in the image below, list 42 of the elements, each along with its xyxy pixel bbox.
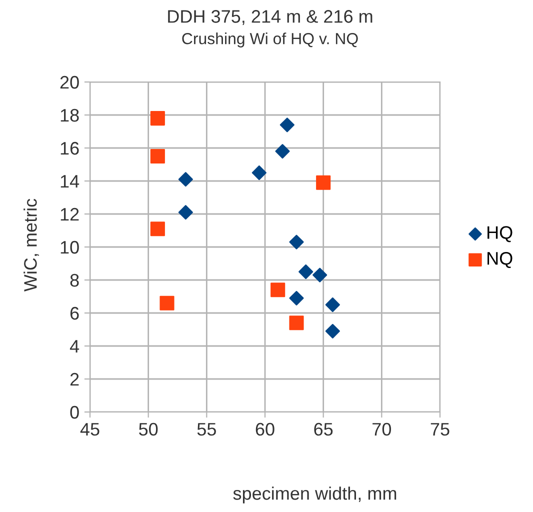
point — [289, 234, 304, 250]
y-tick-label: 18 — [60, 108, 79, 122]
x-tick-label: 45 — [80, 423, 100, 436]
y-tick-label: 10 — [60, 240, 79, 254]
point — [252, 165, 266, 180]
x-tick-label: 65 — [314, 422, 333, 436]
y-axis-title: WiC, metric — [24, 198, 39, 292]
point — [280, 118, 294, 132]
x-tick-label: 55 — [197, 423, 216, 436]
y-tick-label: 20 — [60, 76, 79, 89]
point — [270, 282, 286, 298]
point — [289, 290, 304, 306]
x-tick-label: 50 — [139, 422, 158, 436]
point — [316, 175, 331, 190]
point — [160, 296, 174, 310]
point — [275, 144, 290, 159]
point — [325, 324, 340, 338]
x-tick-label: 75 — [430, 423, 450, 436]
y-tick-label: 8 — [70, 274, 79, 287]
y-tick-label: 0 — [70, 406, 79, 419]
chart-subtitle: Crushing Wi of HQ v. NQ — [182, 32, 358, 48]
point — [325, 297, 340, 312]
y-tick-label: 12 — [60, 208, 79, 221]
point — [298, 264, 314, 280]
point — [312, 268, 328, 282]
x-axis-title: specimen width, mm — [233, 486, 396, 504]
point — [178, 205, 193, 220]
y-tick-label: 2 — [70, 372, 79, 386]
point — [150, 222, 165, 236]
point — [150, 111, 165, 126]
legend-label: NQ — [488, 252, 512, 268]
point — [289, 316, 304, 330]
legend-label: HQ — [488, 226, 512, 242]
point — [150, 148, 165, 164]
y-tick-label: 6 — [70, 306, 79, 320]
y-tick-label: 4 — [70, 340, 80, 353]
y-tick-label: 16 — [60, 142, 79, 155]
x-tick-label: 60 — [256, 422, 274, 436]
chart-title: DDH 375, 214 m & 216 m — [168, 10, 372, 25]
point — [178, 172, 193, 187]
x-tick-label: 70 — [372, 422, 392, 436]
y-tick-label: 14 — [60, 175, 80, 188]
